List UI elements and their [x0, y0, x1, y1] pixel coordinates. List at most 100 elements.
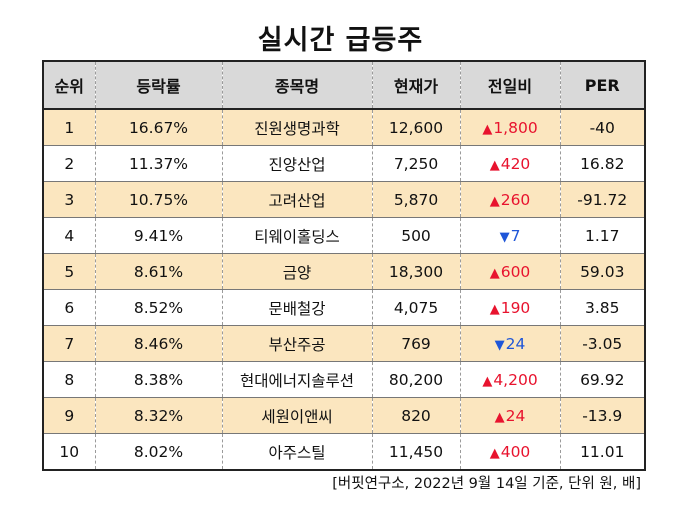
header-change: 전일비: [459, 61, 561, 110]
up-arrow-icon: ▲: [482, 121, 493, 137]
rate-cell: 10.75%: [94, 181, 223, 218]
change-cell: ▲400: [459, 433, 561, 471]
change-cell: ▲260: [459, 181, 561, 218]
table-row: 8 8.38% 현대에너지솔루션 80,200 ▲4,200 69.92: [42, 361, 646, 398]
rank-cell: 6: [42, 289, 96, 326]
rank-cell: 1: [42, 109, 96, 146]
table-row: 5 8.61% 금양 18,300 ▲600 59.03: [42, 253, 646, 290]
change-value: 7: [510, 226, 521, 245]
rate-cell: 16.67%: [94, 109, 223, 146]
name-cell: 부산주공: [221, 325, 373, 362]
change-value: 190: [500, 298, 531, 317]
rank-cell: 8: [42, 361, 96, 398]
change-cell: ▲420: [459, 145, 561, 182]
rank-cell: 9: [42, 397, 96, 434]
price-cell: 7,250: [371, 145, 461, 182]
rank-cell: 3: [42, 181, 96, 218]
change-value: 4,200: [493, 370, 538, 389]
name-cell: 진원생명과학: [221, 109, 373, 146]
rate-cell: 8.61%: [94, 253, 223, 290]
change-value: 260: [500, 190, 531, 209]
rate-cell: 8.32%: [94, 397, 223, 434]
price-cell: 12,600: [371, 109, 461, 146]
table-row: 7 8.46% 부산주공 769 ▼24 -3.05: [42, 325, 646, 362]
up-arrow-icon: ▲: [489, 301, 500, 317]
rank-cell: 7: [42, 325, 96, 362]
up-arrow-icon: ▲: [494, 409, 505, 425]
table-row: 2 11.37% 진양산업 7,250 ▲420 16.82: [42, 145, 646, 182]
per-cell: -3.05: [559, 325, 646, 362]
table-row: 4 9.41% 티웨이홀딩스 500 ▼7 1.17: [42, 217, 646, 254]
price-cell: 769: [371, 325, 461, 362]
price-cell: 500: [371, 217, 461, 254]
price-cell: 5,870: [371, 181, 461, 218]
name-cell: 고려산업: [221, 181, 373, 218]
price-cell: 820: [371, 397, 461, 434]
name-cell: 세원이앤씨: [221, 397, 373, 434]
table-row: 6 8.52% 문배철강 4,075 ▲190 3.85: [42, 289, 646, 326]
change-cell: ▲600: [459, 253, 561, 290]
change-value: 24: [505, 406, 526, 425]
table-header-row: 순위 등락률 종목명 현재가 전일비 PER: [42, 61, 646, 110]
name-cell: 문배철강: [221, 289, 373, 326]
change-cell: ▼7: [459, 217, 561, 254]
per-cell: 16.82: [559, 145, 646, 182]
price-cell: 4,075: [371, 289, 461, 326]
name-cell: 현대에너지솔루션: [221, 361, 373, 398]
change-value: 600: [500, 262, 531, 281]
change-value: 420: [500, 154, 531, 173]
per-cell: -40: [559, 109, 646, 146]
down-arrow-icon: ▼: [494, 337, 505, 353]
name-cell: 티웨이홀딩스: [221, 217, 373, 254]
table-row: 3 10.75% 고려산업 5,870 ▲260 -91.72: [42, 181, 646, 218]
per-cell: 69.92: [559, 361, 646, 398]
per-cell: 1.17: [559, 217, 646, 254]
per-cell: 11.01: [559, 433, 646, 471]
name-cell: 진양산업: [221, 145, 373, 182]
change-value: 24: [505, 334, 526, 353]
price-cell: 80,200: [371, 361, 461, 398]
table-row: 9 8.32% 세원이앤씨 820 ▲24 -13.9: [42, 397, 646, 434]
name-cell: 아주스틸: [221, 433, 373, 471]
name-cell: 금양: [221, 253, 373, 290]
stock-table: 순위 등락률 종목명 현재가 전일비 PER 1 16.67% 진원생명과학 12,6…: [42, 60, 646, 471]
rate-cell: 8.52%: [94, 289, 223, 326]
change-cell: ▲24: [459, 397, 561, 434]
up-arrow-icon: ▲: [489, 157, 500, 173]
header-per: PER: [559, 61, 646, 110]
rank-cell: 5: [42, 253, 96, 290]
table-row: 10 8.02% 아주스틸 11,450 ▲400 11.01: [42, 433, 646, 471]
rank-cell: 10: [42, 433, 96, 471]
header-price: 현재가: [371, 61, 461, 110]
up-arrow-icon: ▲: [482, 373, 493, 389]
rate-cell: 9.41%: [94, 217, 223, 254]
price-cell: 18,300: [371, 253, 461, 290]
change-cell: ▲1,800: [459, 109, 561, 146]
up-arrow-icon: ▲: [489, 265, 500, 281]
per-cell: 3.85: [559, 289, 646, 326]
change-cell: ▼24: [459, 325, 561, 362]
price-cell: 11,450: [371, 433, 461, 471]
rank-cell: 4: [42, 217, 96, 254]
source-note: [버핏연구소, 2022년 9월 14일 기준, 단위 원, 배]: [332, 476, 641, 492]
rate-cell: 8.46%: [94, 325, 223, 362]
table-row: 1 16.67% 진원생명과학 12,600 ▲1,800 -40: [42, 109, 646, 146]
up-arrow-icon: ▲: [489, 445, 500, 461]
header-name: 종목명: [221, 61, 373, 110]
rank-cell: 2: [42, 145, 96, 182]
change-cell: ▲4,200: [459, 361, 561, 398]
per-cell: -13.9: [559, 397, 646, 434]
change-value: 1,800: [493, 118, 538, 137]
change-cell: ▲190: [459, 289, 561, 326]
down-arrow-icon: ▼: [499, 229, 510, 245]
per-cell: -91.72: [559, 181, 646, 218]
header-rate: 등락률: [94, 61, 223, 110]
per-cell: 59.03: [559, 253, 646, 290]
rate-cell: 8.02%: [94, 433, 223, 471]
rate-cell: 11.37%: [94, 145, 223, 182]
change-value: 400: [500, 442, 531, 461]
header-rank: 순위: [42, 61, 96, 110]
rate-cell: 8.38%: [94, 361, 223, 398]
page-title: 실시간 급등주: [257, 25, 424, 56]
up-arrow-icon: ▲: [489, 193, 500, 209]
